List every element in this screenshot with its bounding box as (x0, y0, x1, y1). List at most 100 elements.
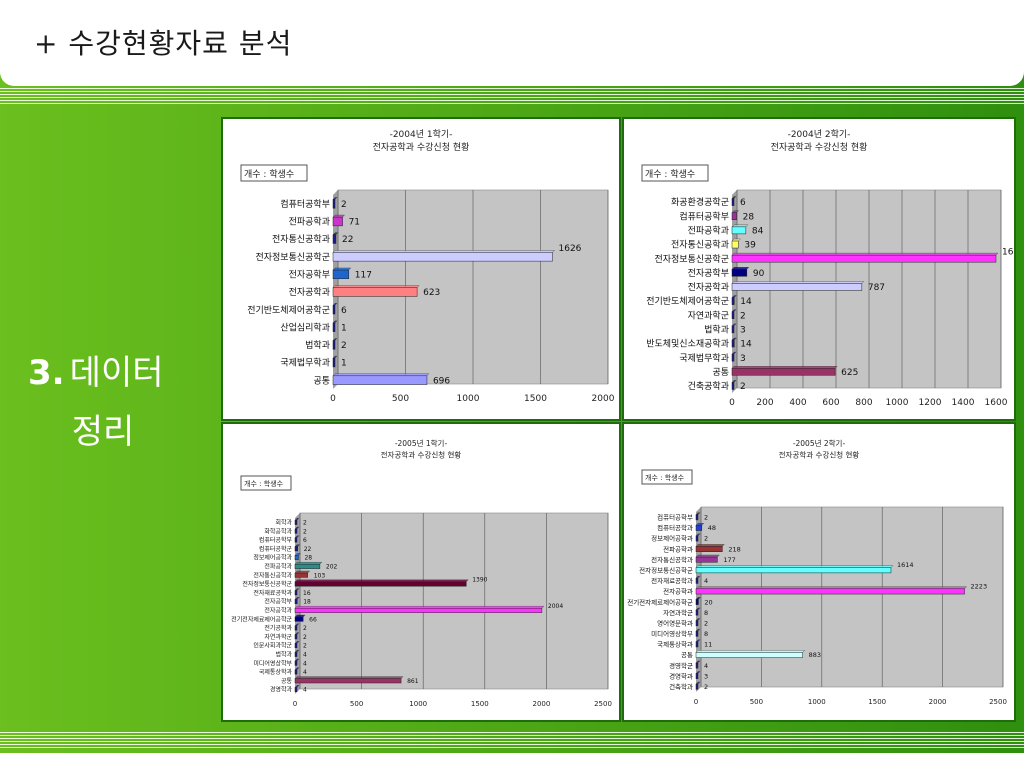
category-label: 법학과 (275, 651, 292, 659)
bar (695, 673, 699, 680)
data-label: 4 (303, 669, 307, 676)
legend-box (641, 469, 693, 485)
bar-top-face (731, 295, 737, 298)
category-label: 컴퓨터공학부 (657, 513, 693, 522)
bar-top-face (695, 650, 806, 653)
bar (695, 567, 892, 574)
bar (294, 546, 298, 552)
data-label: 2 (704, 514, 708, 522)
bar-top-face (294, 544, 301, 547)
data-label: 20 (704, 598, 712, 606)
category-label: 정보제어공학과 (253, 554, 292, 562)
data-label: 84 (752, 227, 764, 237)
bar-top-face (294, 553, 301, 556)
category-label: 국제법무학과 (679, 353, 729, 364)
legend-box (641, 164, 709, 182)
category-label: 전자재료공학과 (651, 576, 693, 585)
legend-label: 개수 : 학생수 (244, 169, 294, 180)
bar (731, 269, 748, 277)
category-label: 전자재료공학과 (253, 589, 292, 597)
data-label: 6 (303, 537, 307, 544)
category-label: 전자정보통신공학군 (654, 254, 729, 265)
data-label: 2 (704, 535, 708, 543)
chart-panel-2004-1: -2004년 1학기- 전자공학과 수강신청 현황 개수 : 학생수 0 500 1000… (221, 117, 621, 421)
category-label: 전자공학과 (264, 607, 292, 615)
bar-top-face (695, 586, 968, 589)
category-label: 전자공학과 (663, 587, 693, 596)
plot-area (299, 512, 609, 690)
bar-top-face (731, 351, 737, 355)
bar-top-face (332, 267, 352, 271)
category-label: 전기반도체제어공학군 (646, 296, 729, 307)
bar-top-face (695, 628, 701, 632)
bar (294, 607, 543, 613)
bar-top-face (332, 214, 346, 218)
plot-side-wall (732, 190, 737, 393)
x-tick-label: 500 (750, 698, 763, 706)
bar (332, 216, 343, 227)
chart-title: -2005년 2학기- (793, 438, 846, 448)
data-label: 883 (809, 651, 821, 659)
bar (332, 199, 336, 209)
bar (695, 588, 965, 595)
category-label: 컴퓨터공학부 (280, 198, 330, 210)
header-stripes (0, 88, 1024, 106)
category-label: 전기전자제료제어공학군 (231, 615, 292, 623)
bar-top-face (731, 309, 737, 312)
x-tick-label: 1400 (952, 398, 975, 408)
x-tick-label: 0 (293, 700, 297, 708)
category-label: 경영학과 (669, 671, 693, 680)
plot-area (700, 506, 1004, 688)
bar (294, 519, 298, 525)
data-label: 8 (704, 630, 708, 638)
data-label: 2 (704, 683, 708, 691)
bar (695, 556, 718, 563)
x-tick-label: 2000 (929, 698, 947, 706)
bar (332, 340, 336, 350)
bar-top-face (695, 544, 725, 547)
bar-top-face (294, 517, 300, 521)
data-label: 861 (407, 678, 419, 685)
chart-panel-2005-2: -2005년 2학기- 전자공학과 수강신청 현황 개수 : 학생수 0 500 1000… (622, 422, 1016, 722)
legend-box (240, 475, 292, 491)
data-label: 218 (728, 545, 740, 553)
bar-top-face (695, 681, 701, 685)
bar-top-face (332, 373, 430, 376)
bar (695, 652, 803, 658)
x-tick-label: 2000 (592, 394, 615, 404)
bar-top-face (294, 561, 323, 565)
x-tick-label: 600 (822, 398, 839, 408)
data-label: 66 (309, 616, 317, 623)
bar-top-face (695, 639, 701, 642)
bar (695, 546, 723, 552)
header-bar: + 수강현황자료 분석 (0, 0, 1024, 86)
category-label: 전자통신공학과 (671, 240, 729, 251)
data-label: 28 (743, 212, 755, 222)
bar (695, 641, 699, 648)
x-tick-label: 1000 (457, 394, 480, 404)
data-label: 90 (753, 269, 765, 279)
bar-top-face (695, 533, 701, 537)
bar-top-face (294, 526, 300, 530)
bar-top-face (695, 671, 701, 674)
data-label: 4 (303, 687, 307, 694)
data-label: 2 (704, 619, 708, 627)
bar-top-face (731, 224, 749, 228)
chart-subtitle: 전자공학과 수강신청 현황 (381, 450, 462, 460)
category-label: 공통 (281, 678, 293, 685)
data-label: 3 (740, 326, 746, 336)
legend-label: 개수 : 학생수 (645, 473, 685, 482)
category-label: 경영학과 (270, 686, 293, 694)
data-label: 22 (342, 235, 353, 245)
bar-top-face (294, 579, 469, 583)
bar-top-face (731, 323, 737, 327)
data-label: 16 (303, 590, 311, 597)
page-title: + 수강현황자료 분석 (34, 27, 293, 60)
data-label: 4 (303, 660, 307, 667)
category-label: 산업심리학과 (280, 322, 330, 333)
section-title-line1: 데이터 (69, 353, 164, 393)
legend-box (240, 164, 308, 182)
data-label: 2 (341, 200, 347, 210)
footer-bar (0, 753, 1024, 768)
